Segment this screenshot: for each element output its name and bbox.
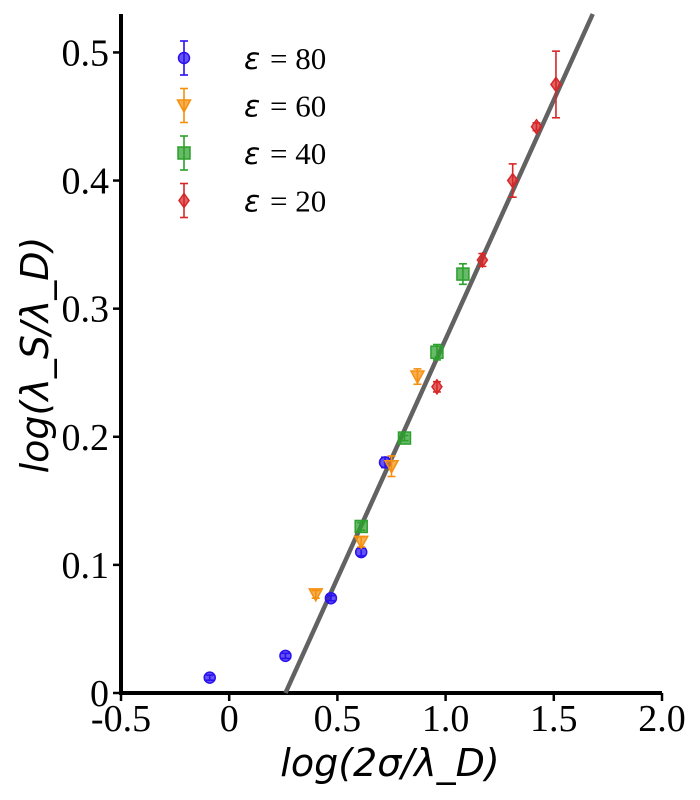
legend-entry: ε = 60	[176, 87, 326, 125]
tick-labels: -0.5 0 0.5 1.0 1.5 2.000.10.20.30.40.5	[62, 32, 686, 740]
y-axis-label: log(λ_S/λ_D)	[13, 237, 57, 474]
legend-symbol: ε	[244, 185, 260, 220]
data-point	[383, 459, 400, 475]
x-axis-label: log(2σ/λ_D)	[280, 741, 499, 785]
series-0	[203, 456, 392, 684]
plot-axes	[113, 14, 664, 701]
legend-marker	[178, 192, 190, 209]
data-point	[353, 535, 369, 550]
y-tick-label: 0	[90, 673, 109, 715]
legend-marker	[177, 51, 191, 65]
series-1	[308, 368, 426, 603]
y-tick-label: 0.4	[62, 161, 110, 203]
data-point	[431, 378, 443, 396]
data-points	[203, 50, 562, 684]
legend-value: = 40	[270, 136, 326, 171]
legend-symbol: ε	[244, 90, 260, 125]
data-point	[279, 649, 292, 663]
x-tick-label: -0.5	[91, 698, 151, 740]
legend-entry: ε = 80	[177, 40, 326, 77]
data-point	[530, 118, 543, 136]
data-point	[308, 588, 324, 603]
data-point	[506, 172, 519, 189]
x-tick-label: 1.0	[422, 698, 470, 740]
x-tick-label: 0	[220, 698, 239, 740]
legend-entry: ε = 40	[177, 135, 326, 172]
legend-symbol: ε	[244, 137, 260, 172]
x-tick-label: 1.5	[530, 698, 578, 740]
legend-symbol: ε	[244, 42, 260, 77]
data-point	[324, 591, 338, 605]
data-point	[354, 519, 368, 534]
legend-entry: ε = 20	[178, 182, 326, 220]
legend-value: = 20	[270, 184, 326, 219]
data-point	[476, 251, 489, 269]
legend: ε = 80 ε = 60 ε = 40 ε = 20	[176, 40, 326, 220]
y-tick-label: 0.5	[62, 32, 110, 74]
legend-marker	[176, 99, 192, 114]
x-tick-label: 0.5	[314, 698, 362, 740]
data-point	[456, 267, 470, 281]
data-point	[409, 370, 426, 385]
series-2	[354, 263, 470, 534]
y-tick-label: 0.2	[62, 417, 110, 459]
data-point	[430, 345, 444, 359]
data-point	[550, 76, 562, 93]
data-point	[397, 431, 412, 445]
y-tick-label: 0.1	[62, 545, 110, 587]
x-tick-label: 2.0	[638, 698, 686, 740]
legend-marker	[177, 146, 191, 160]
legend-value: = 80	[270, 41, 326, 76]
series-3	[431, 50, 562, 396]
data-point	[203, 671, 216, 684]
legend-value: = 60	[270, 89, 326, 124]
y-tick-label: 0.3	[62, 289, 110, 331]
